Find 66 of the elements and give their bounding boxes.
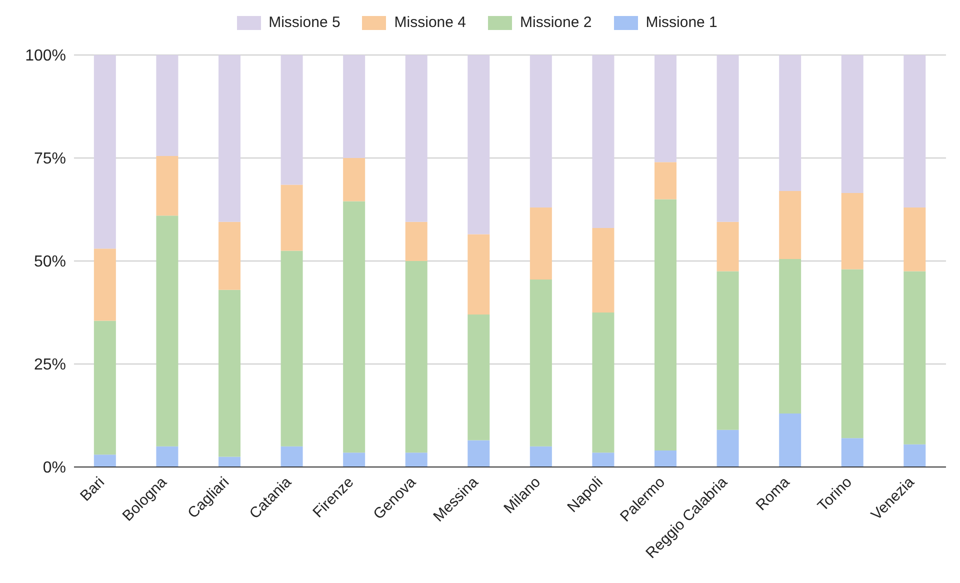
bar — [218, 290, 241, 457]
bar — [468, 440, 490, 467]
bar — [904, 55, 926, 208]
bar — [218, 55, 241, 222]
bar — [654, 450, 677, 467]
bar — [530, 207, 552, 280]
y-tick-label: 100% — [25, 48, 66, 65]
bar — [468, 314, 490, 440]
bar — [592, 312, 614, 453]
legend-label: Missione 5 — [268, 14, 340, 31]
bar — [468, 234, 490, 315]
bar — [280, 55, 303, 185]
bar — [280, 184, 303, 251]
bar — [218, 456, 241, 467]
bar — [716, 222, 739, 272]
y-tick-label: 25% — [34, 356, 66, 374]
bar — [405, 55, 428, 222]
bar — [530, 55, 552, 208]
bar — [716, 55, 739, 222]
bar — [280, 250, 303, 446]
bar — [592, 55, 614, 228]
bar — [841, 55, 864, 194]
bar — [156, 156, 178, 216]
bar — [654, 55, 677, 162]
bar — [904, 444, 926, 467]
legend-label: Missione 1 — [646, 14, 718, 31]
bar — [779, 55, 802, 191]
y-tick-label: 0% — [42, 460, 66, 477]
bar — [218, 222, 241, 290]
bar — [468, 55, 490, 234]
bar — [280, 446, 303, 467]
bar — [592, 228, 614, 312]
bar — [156, 446, 178, 467]
bar — [343, 55, 366, 158]
bar — [716, 430, 739, 467]
y-tick-label: 50% — [34, 254, 66, 271]
bar — [530, 446, 552, 467]
bar — [405, 222, 428, 261]
bar — [156, 216, 178, 446]
bar — [716, 271, 739, 430]
bar — [779, 258, 802, 414]
bar — [156, 55, 178, 156]
bar — [904, 207, 926, 272]
bar — [405, 452, 428, 467]
y-tick-label: 75% — [34, 150, 66, 168]
bar — [841, 193, 864, 270]
bar — [779, 190, 802, 259]
x-tick-label: Bari — [77, 474, 108, 505]
bar — [779, 413, 802, 467]
bar — [94, 248, 116, 321]
bar — [841, 269, 864, 438]
bar — [343, 452, 366, 467]
bar — [94, 55, 116, 249]
bar — [343, 158, 366, 202]
bar — [405, 261, 428, 453]
bar — [654, 162, 677, 200]
bar — [94, 454, 116, 467]
bar — [904, 271, 926, 444]
bar — [530, 280, 552, 446]
bar — [94, 320, 116, 455]
bar — [654, 199, 677, 451]
legend-label: Missione 4 — [394, 14, 466, 31]
bar — [592, 452, 614, 467]
legend-label: Missione 2 — [520, 14, 592, 31]
bar — [343, 201, 366, 453]
bar — [841, 438, 864, 467]
